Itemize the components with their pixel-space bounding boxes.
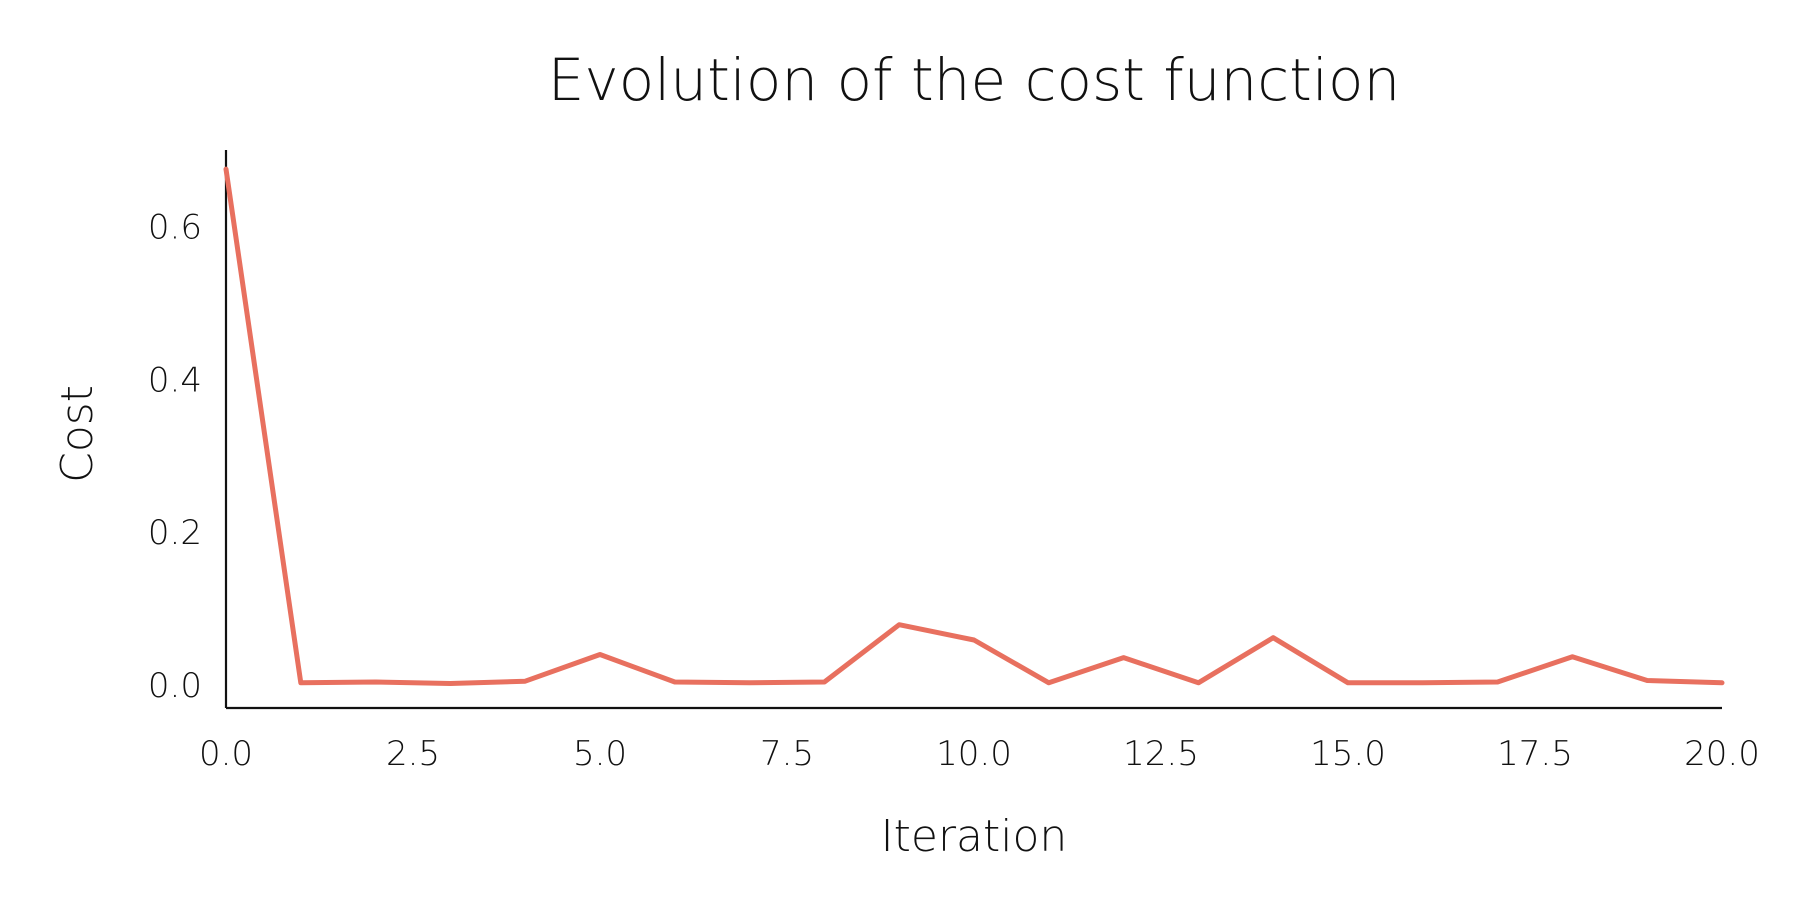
- y-tick-label: 0.0: [148, 666, 202, 706]
- x-tick-label: 12.5: [1123, 734, 1199, 774]
- plot-area: 0.0 2.5 5.0 7.5 10.0 12.5 15.0 17.5 20.0 0.0 0.2 0.…: [148, 150, 1760, 774]
- y-axis-label: Cost: [52, 385, 103, 483]
- x-tick-label: 20.0: [1684, 734, 1760, 774]
- x-tick-label: 10.0: [936, 734, 1012, 774]
- x-axis-label: Iteration: [881, 811, 1068, 862]
- y-tick-label: 0.4: [148, 360, 202, 400]
- x-tick-label: 2.5: [386, 734, 440, 774]
- y-tick-label: 0.2: [148, 513, 202, 553]
- cost-series-line: [223, 166, 1725, 686]
- x-tick-label: 0.0: [199, 734, 253, 774]
- y-tick-label: 0.6: [148, 207, 202, 247]
- x-tick-label: 7.5: [760, 734, 814, 774]
- x-tick-label: 15.0: [1310, 734, 1386, 774]
- chart-title: Evolution of the cost function: [548, 46, 1401, 114]
- x-tick-label: 17.5: [1497, 734, 1573, 774]
- x-tick-label: 5.0: [573, 734, 627, 774]
